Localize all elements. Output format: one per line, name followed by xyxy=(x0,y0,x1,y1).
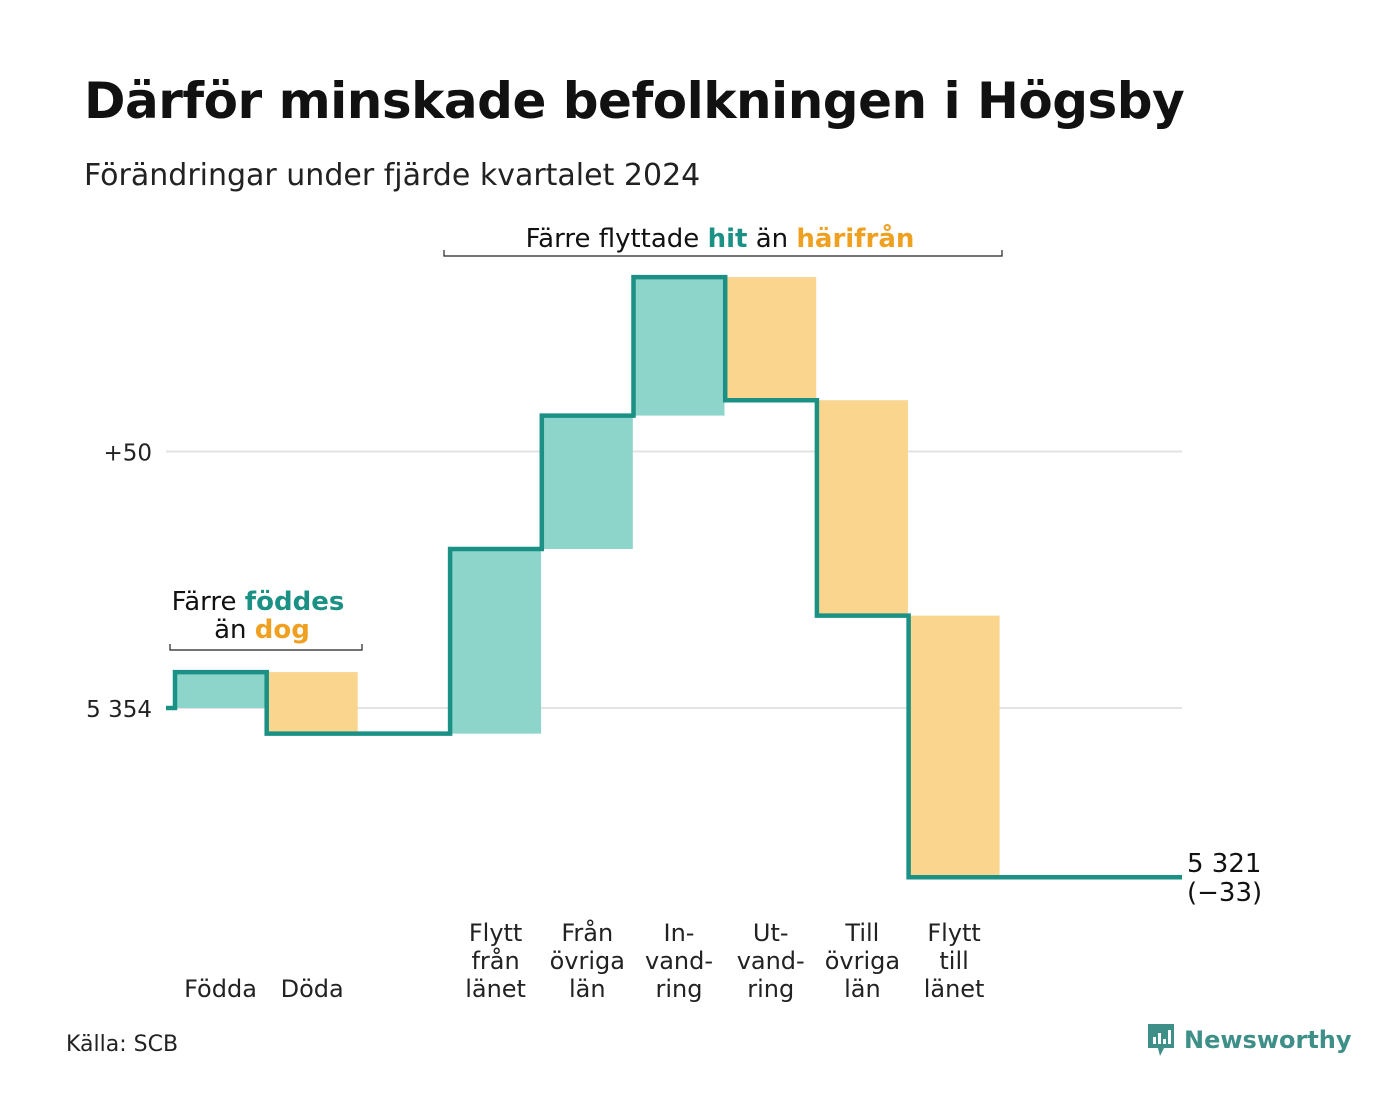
category-label: till xyxy=(939,947,968,975)
category-label: länet xyxy=(924,975,985,1003)
bar-increase xyxy=(175,672,266,708)
y-tick-label: 5 354 xyxy=(86,697,152,723)
category-labels: Födda DödaFlyttfrånlänetFrånövrigalänIn-v… xyxy=(184,918,984,1003)
category-label: övriga xyxy=(825,947,900,975)
category-label: län xyxy=(569,975,606,1003)
bar-decrease xyxy=(908,615,1000,878)
bar-decrease xyxy=(816,400,908,616)
source-note: Källa: SCB xyxy=(66,1032,179,1057)
migration-annotation: Färre flyttade hit än härifrån xyxy=(443,222,1003,257)
migration-annotation-text: Färre flyttade hit än härifrån xyxy=(526,222,915,254)
bar-increase xyxy=(450,548,542,734)
brand-name: Newsworthy xyxy=(1184,1026,1352,1054)
births-deaths-annotation: Färre föddes än dog xyxy=(169,587,363,651)
end-labels: 5 321 (−33) xyxy=(1187,849,1262,908)
category-label: In- xyxy=(664,919,695,947)
end-change-label: (−33) xyxy=(1187,878,1262,908)
bar-decrease xyxy=(725,277,817,401)
bar-increase xyxy=(633,277,725,416)
bar-decrease xyxy=(266,672,358,734)
grid-lines xyxy=(166,450,1182,709)
migration-bracket xyxy=(443,250,1003,257)
category-label: Från xyxy=(561,918,613,947)
category-label: Födda xyxy=(184,975,257,1003)
category-label: Flytt xyxy=(927,919,981,947)
category-label: länet xyxy=(465,975,526,1003)
step-line-layer xyxy=(166,274,1182,880)
category-label: Döda xyxy=(281,975,344,1003)
category-label: från xyxy=(471,946,519,975)
step-line xyxy=(166,274,1182,880)
brand: Newsworthy xyxy=(1146,1022,1352,1058)
category-label: övriga xyxy=(550,947,625,975)
category-label: Flytt xyxy=(469,919,523,947)
category-label: vand- xyxy=(645,947,713,975)
bar-increase xyxy=(541,415,633,549)
category-label: Ut- xyxy=(753,919,789,947)
newsworthy-logo-icon xyxy=(1148,1024,1174,1056)
bars xyxy=(175,277,1000,878)
category-label: ring xyxy=(747,975,794,1003)
category-label: vand- xyxy=(737,947,805,975)
waterfall-chart: 5 354+50 Födda DödaFlyttfrånlänetFrånövri… xyxy=(86,222,1262,1003)
births-deaths-bracket xyxy=(169,644,363,651)
chart-subtitle: Förändringar under fjärde kvartalet 2024 xyxy=(84,158,701,193)
category-label: ring xyxy=(656,975,703,1003)
y-tick-label: +50 xyxy=(103,441,152,467)
births-deaths-line1: Färre föddes xyxy=(172,587,345,617)
births-deaths-line2: än dog xyxy=(214,615,310,645)
y-axis-labels: 5 354 +50 xyxy=(86,441,152,724)
end-value-label: 5 321 xyxy=(1187,849,1261,879)
chart-title: Därför minskade befolkningen i Högsby xyxy=(84,72,1185,130)
category-label: Till xyxy=(844,919,879,947)
category-label: län xyxy=(844,975,881,1003)
